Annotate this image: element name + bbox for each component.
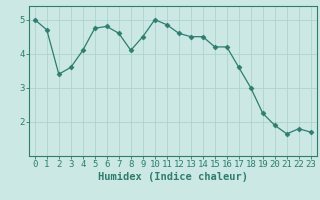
X-axis label: Humidex (Indice chaleur): Humidex (Indice chaleur) [98,172,248,182]
